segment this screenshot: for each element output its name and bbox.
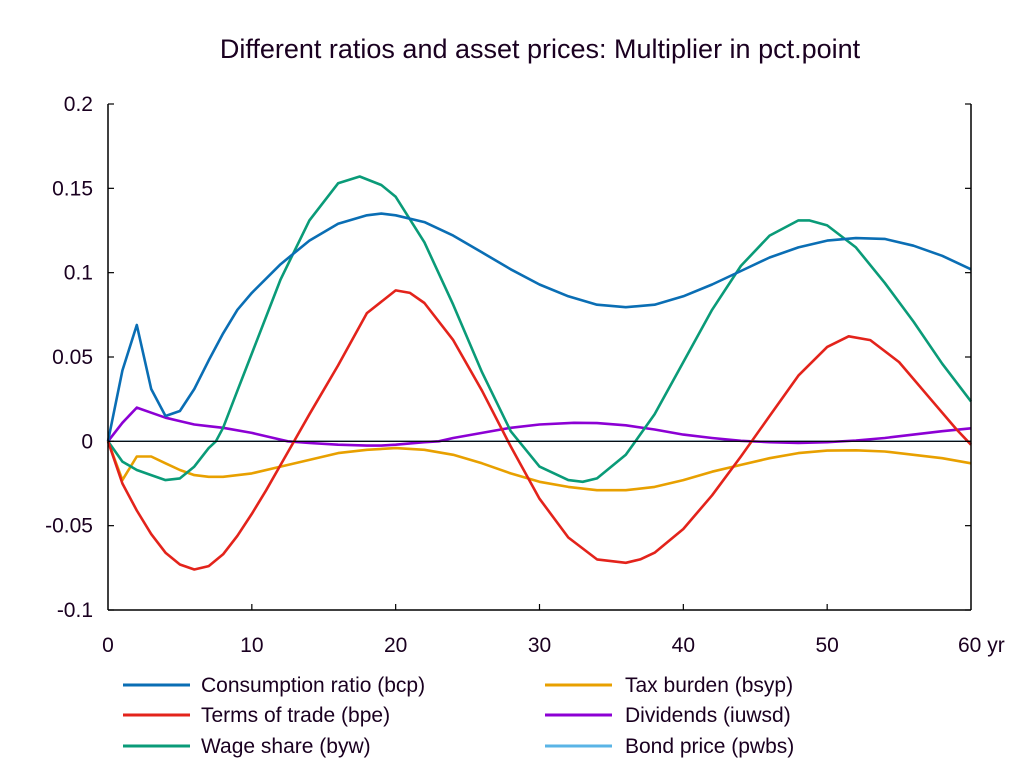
legend-item: Bond price (pwbs) <box>545 735 794 758</box>
legend-label: Tax burden (bsyp) <box>625 674 793 697</box>
series-line-wage-share-byw <box>106 175 973 484</box>
plot-lines <box>106 175 973 571</box>
y-tick-label: 0.15 <box>52 177 93 200</box>
legend-label: Dividends (iuwsd) <box>625 704 791 727</box>
x-tick-label: 60 yr <box>958 634 1005 657</box>
legend-label: Wage share (byw) <box>201 735 371 758</box>
legend-item: Tax burden (bsyp) <box>545 674 793 697</box>
series-line-consumption-ratio-bcp <box>106 212 972 442</box>
x-tick-label: 10 <box>240 634 263 657</box>
x-tick-label: 50 <box>815 634 838 657</box>
legend-item: Consumption ratio (bcp) <box>123 674 425 697</box>
legend-label: Bond price (pwbs) <box>625 735 794 758</box>
legend-item: Terms of trade (bpe) <box>123 704 390 727</box>
legend: Consumption ratio (bcp) Terms of trade (b… <box>123 674 794 758</box>
legend-label: Consumption ratio (bcp) <box>201 674 425 697</box>
series-line-terms-of-trade-bpe <box>106 289 972 571</box>
x-tick-label: 0 <box>102 634 114 657</box>
ticks: -0.1 -0.05 0 0.05 0.1 0.15 0.2 0 10 20 30 40 50 60 yr <box>45 93 1005 657</box>
y-tick-label: 0.1 <box>64 262 93 285</box>
y-tick-label: 0.2 <box>64 93 93 116</box>
legend-label: Terms of trade (bpe) <box>201 704 390 727</box>
x-tick-label: 20 <box>384 634 407 657</box>
y-tick-label: -0.05 <box>45 515 93 538</box>
x-tick-label: 40 <box>672 634 695 657</box>
y-tick-label: -0.1 <box>57 599 93 622</box>
chart-title: Different ratios and asset prices: Multi… <box>220 34 861 64</box>
x-tick-label: 30 <box>528 634 551 657</box>
series-line-tax-burden-bsyp <box>106 440 972 492</box>
y-tick-label: 0 <box>81 430 93 453</box>
legend-item: Dividends (iuwsd) <box>545 704 791 727</box>
y-tick-label: 0.05 <box>52 346 93 369</box>
legend-item: Wage share (byw) <box>123 735 371 758</box>
series-line-dividends-iuwsd <box>106 406 972 447</box>
